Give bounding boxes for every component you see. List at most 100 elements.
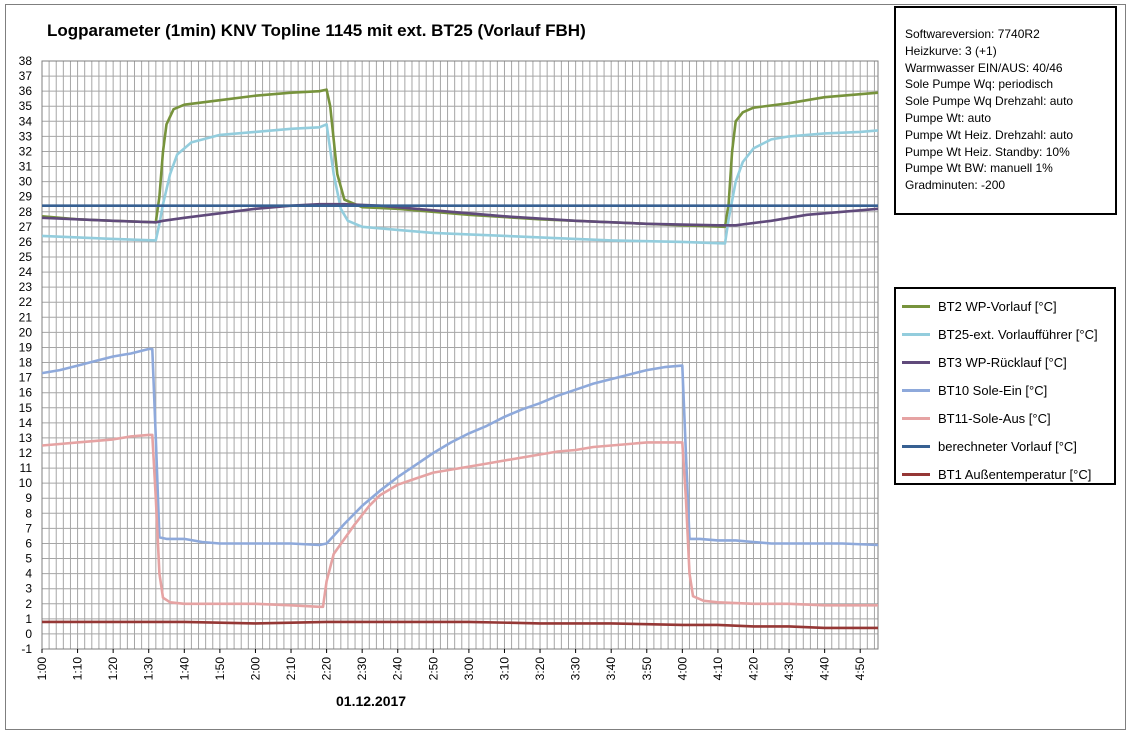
y-tick-label: 34 [19, 114, 33, 128]
y-tick-label: 9 [25, 491, 32, 505]
y-tick-label: 21 [19, 310, 33, 324]
legend-item: BT25-ext. Vorlaufführer [°C] [902, 324, 1098, 344]
x-tick-label: 1:30 [142, 657, 156, 681]
legend-item: BT1 Außentemperatur [°C] [902, 464, 1091, 484]
y-tick-label: 25 [19, 250, 33, 264]
legend-label: BT1 Außentemperatur [°C] [938, 466, 1092, 482]
x-tick-label: 3:50 [640, 657, 654, 681]
y-tick-label: 17 [19, 371, 33, 385]
x-tick-label: 2:50 [426, 657, 440, 681]
y-tick-label: 4 [25, 567, 32, 581]
y-tick-label: 15 [19, 401, 33, 415]
x-tick-label: 3:00 [462, 657, 476, 681]
x-tick-label: 2:30 [355, 657, 369, 681]
series-line-6 [42, 620, 878, 630]
x-tick-label: 4:20 [746, 657, 760, 681]
legend-item: BT11-Sole-Aus [°C] [902, 408, 1051, 428]
y-tick-label: 28 [19, 205, 33, 219]
legend-swatch [902, 388, 930, 392]
info-line-pumpe-wt-standby: Pumpe Wt Heiz. Standby: 10% [905, 144, 1070, 159]
x-tick-label: 1:20 [106, 657, 120, 681]
y-tick-label: 26 [19, 235, 33, 249]
y-tick-label: 1 [25, 612, 32, 626]
y-tick-label: 29 [19, 190, 33, 204]
y-tick-label: -1 [21, 642, 32, 656]
info-box: Softwareversion: 7740R2 Heizkurve: 3 (+1… [894, 6, 1117, 215]
y-tick-label: 36 [19, 84, 33, 98]
legend-swatch [902, 444, 930, 448]
y-tick-label: 6 [25, 536, 32, 550]
legend-swatch [902, 332, 930, 336]
y-tick-label: 24 [19, 265, 33, 279]
series-line-3 [41, 347, 879, 547]
x-tick-label: 2:10 [284, 657, 298, 681]
legend-label: BT25-ext. Vorlaufführer [°C] [938, 326, 1098, 342]
info-line-pumpe-wt: Pumpe Wt: auto [905, 110, 992, 125]
y-tick-label: 23 [19, 280, 33, 294]
plot-area [42, 61, 878, 649]
y-tick-label: 3 [25, 582, 32, 596]
series-line-1 [41, 123, 879, 245]
y-tick-label: 22 [19, 295, 33, 309]
x-tick-label: 1:10 [71, 657, 85, 681]
legend-label: BT2 WP-Vorlauf [°C] [938, 298, 1057, 314]
info-line-pumpe-wt-drehzahl: Pumpe Wt Heiz. Drehzahl: auto [905, 127, 1074, 142]
y-tick-label: 0 [25, 627, 32, 641]
series-line-4 [41, 433, 878, 609]
x-tick-label: 2:40 [391, 657, 405, 681]
y-tick-label: 14 [19, 416, 33, 430]
y-tick-label: 16 [19, 386, 33, 400]
legend: BT2 WP-Vorlauf [°C] BT25-ext. Vorlaufführ… [894, 287, 1116, 485]
x-tick-label: 1:50 [213, 657, 227, 681]
legend-label: BT3 WP-Rücklauf [°C] [938, 354, 1067, 370]
y-tick-label: 7 [25, 521, 32, 535]
x-tick-label: 2:20 [320, 657, 334, 681]
info-line-sole-drehzahl: Sole Pumpe Wq Drehzahl: auto [905, 94, 1074, 109]
chart-title: Logparameter (1min) KNV Topline 1145 mit… [47, 21, 586, 40]
x-tick-label: 3:40 [604, 657, 618, 681]
y-tick-label: 38 [19, 54, 33, 68]
legend-swatch [902, 472, 930, 476]
legend-label: berechneter Vorlauf [°C] [938, 438, 1077, 454]
info-line-pumpe-wt-bw: Pumpe Wt BW: manuell 1% [905, 161, 1053, 176]
y-tick-label: 19 [19, 340, 33, 354]
legend-swatch [902, 360, 930, 364]
x-tick-label: 2:00 [248, 657, 262, 681]
y-tick-label: 10 [19, 476, 33, 490]
legend-label: BT11-Sole-Aus [°C] [938, 410, 1051, 426]
x-axis-label: 01.12.2017 [336, 693, 407, 709]
legend-item: BT3 WP-Rücklauf [°C] [902, 352, 1067, 372]
y-tick-label: 30 [19, 175, 33, 189]
x-tick-label: 3:20 [533, 657, 547, 681]
legend-item: berechneter Vorlauf [°C] [902, 436, 1077, 456]
y-tick-label: 2 [25, 597, 32, 611]
info-line-software: Softwareversion: 7740R2 [905, 27, 1040, 41]
y-tick-label: 32 [19, 144, 33, 158]
info-line-warmwasser: Warmwasser EIN/AUS: 40/46 [905, 60, 1063, 75]
legend-swatch [902, 416, 930, 420]
legend-swatch [902, 304, 930, 308]
info-line-gradminuten: Gradminuten: -200 [905, 178, 1006, 193]
legend-item: BT2 WP-Vorlauf [°C] [902, 296, 1057, 316]
y-tick-label: 18 [19, 356, 33, 370]
x-tick-label: 4:50 [853, 657, 867, 681]
y-tick-label: 8 [25, 506, 32, 520]
y-tick-label: 11 [20, 461, 33, 475]
legend-item: BT10 Sole-Ein [°C] [902, 380, 1047, 400]
x-tick-label: 4:40 [818, 657, 832, 681]
x-tick-label: 4:00 [675, 657, 689, 681]
y-tick-label: 33 [19, 129, 33, 143]
y-tick-label: 12 [19, 446, 33, 460]
x-tick-label: 4:10 [711, 657, 725, 681]
y-tick-label: 35 [19, 99, 33, 113]
x-tick-label: 4:30 [782, 657, 796, 681]
y-tick-label: 5 [25, 552, 32, 566]
plot-border [41, 60, 879, 650]
y-tick-label: 27 [19, 220, 33, 234]
y-tick-label: 20 [19, 325, 33, 339]
y-tick-label: 13 [19, 431, 33, 445]
y-tick-label: 37 [19, 69, 33, 83]
info-line-heizkurve: Heizkurve: 3 (+1) [905, 43, 997, 58]
info-line-sole-pumpe: Sole Pumpe Wq: periodisch [905, 77, 1054, 92]
